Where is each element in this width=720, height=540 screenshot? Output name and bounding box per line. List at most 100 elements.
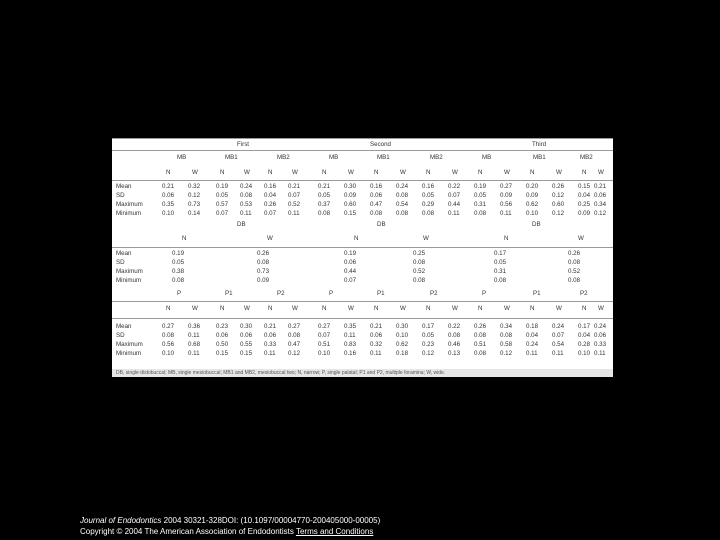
nw-header: W <box>504 305 510 312</box>
nw-header: N <box>426 169 431 176</box>
nw-header: N <box>374 169 379 176</box>
nw-header: W <box>598 169 604 176</box>
journal-name: Journal of Endodontics <box>80 516 162 525</box>
section3-cell: 0.12 <box>288 350 301 357</box>
section1-cell: 0.12 <box>188 192 201 199</box>
canal-header: MB <box>329 154 339 161</box>
section3-cell: 0.11 <box>344 332 356 339</box>
section1-cell: 0.08 <box>474 210 487 217</box>
section3-cell: 0.06 <box>594 332 607 339</box>
section3-cell: 0.50 <box>216 341 229 348</box>
section3-cell: 0.18 <box>526 323 539 330</box>
section3-cell: 0.08 <box>474 332 487 339</box>
section3-cell: 0.54 <box>552 341 565 348</box>
section3-cell: 0.13 <box>448 350 461 357</box>
canal-header: P2 <box>430 290 438 297</box>
section1-cell: 0.24 <box>240 183 253 190</box>
section1-cell: 0.07 <box>288 192 301 199</box>
section3-cell: 0.10 <box>578 350 591 357</box>
table-image: First Second Third MB MB1 MB2 MB MB1 MB2 MB MB1 MB2… <box>112 138 613 377</box>
section3-cell: 0.51 <box>474 341 487 348</box>
section2-cell: 0.08 <box>257 259 270 266</box>
section1-cell: 0.04 <box>578 192 591 199</box>
canal-header: MB <box>482 154 492 161</box>
section1-cell: 0.16 <box>370 183 383 190</box>
nw-header: W <box>244 305 250 312</box>
group-header: First <box>237 141 250 148</box>
section1-row-label: SD <box>116 192 125 199</box>
section2-cell: 0.08 <box>568 277 581 284</box>
section1-cell: 0.04 <box>264 192 277 199</box>
section1-cell: 0.62 <box>526 201 539 208</box>
nw-header: N <box>354 235 359 242</box>
section1-cell: 0.25 <box>578 201 591 208</box>
section2-cell: 0.05 <box>172 259 185 266</box>
section1-cell: 0.10 <box>162 210 175 217</box>
table-footnote-text: DB, single distobuccal; MB, single mesio… <box>116 370 446 376</box>
section2-cell: 0.17 <box>494 250 507 257</box>
nw-header: N <box>220 305 225 312</box>
section1-cell: 0.47 <box>370 201 383 208</box>
section2-cell: 0.38 <box>172 268 185 275</box>
nw-header: N <box>268 305 273 312</box>
section1-cell: 0.60 <box>552 201 565 208</box>
section3-cell: 0.11 <box>370 350 382 357</box>
canal-header: P2 <box>277 290 285 297</box>
section1-cell: 0.09 <box>344 192 357 199</box>
nw-header: W <box>400 169 406 176</box>
nw-header: N <box>426 305 431 312</box>
section1-cell: 0.30 <box>344 183 357 190</box>
section3-cell: 0.04 <box>526 332 539 339</box>
section3-cell: 0.12 <box>422 350 435 357</box>
section1-cell: 0.09 <box>526 192 539 199</box>
nw-header: W <box>244 169 250 176</box>
section3-cell: 0.18 <box>396 350 409 357</box>
section1-row-label: Minimum <box>116 210 142 217</box>
citation: Journal of Endodontics 2004 30321-328DOI… <box>80 515 380 537</box>
section3-cell: 0.24 <box>552 323 565 330</box>
nw-header: W <box>192 305 198 312</box>
section1-cell: 0.12 <box>552 192 565 199</box>
section1-cell: 0.08 <box>396 210 409 217</box>
group-header: Second <box>370 141 391 148</box>
nw-header: W <box>556 169 562 176</box>
section1-cell: 0.24 <box>396 183 409 190</box>
section3-cell: 0.23 <box>216 323 229 330</box>
db-header: DB <box>237 221 246 228</box>
section1-cell: 0.08 <box>422 210 435 217</box>
nw-header: W <box>452 305 458 312</box>
section1-cell: 0.12 <box>594 210 607 217</box>
section1-cell: 0.20 <box>526 183 539 190</box>
section3-cell: 0.21 <box>264 323 277 330</box>
table-rule <box>112 150 613 151</box>
section1-cell: 0.11 <box>500 210 512 217</box>
section3-cell: 0.21 <box>370 323 383 330</box>
section3-cell: 0.51 <box>318 341 331 348</box>
section3-cell: 0.56 <box>162 341 175 348</box>
db-header: DB <box>532 221 541 228</box>
nw-header: W <box>504 169 510 176</box>
canal-header: P2 <box>580 290 588 297</box>
nw-header: W <box>452 169 458 176</box>
terms-and-conditions-link[interactable]: Terms and Conditions <box>295 527 374 536</box>
section1-cell: 0.08 <box>240 192 253 199</box>
nw-header: W <box>348 305 354 312</box>
section3-cell: 0.36 <box>188 323 201 330</box>
section2-cell: 0.05 <box>494 259 507 266</box>
nw-header: W <box>598 305 604 312</box>
section1-cell: 0.16 <box>422 183 435 190</box>
section1-cell: 0.60 <box>344 201 357 208</box>
canal-header: MB2 <box>580 154 593 161</box>
section1-cell: 0.07 <box>448 192 461 199</box>
section3-cell: 0.10 <box>162 350 175 357</box>
section3-cell: 0.08 <box>288 332 301 339</box>
section3-cell: 0.24 <box>526 341 539 348</box>
section1-cell: 0.06 <box>370 192 383 199</box>
section2-cell: 0.08 <box>172 277 185 284</box>
section3-cell: 0.06 <box>240 332 253 339</box>
section1-cell: 0.19 <box>474 183 487 190</box>
section2-cell: 0.07 <box>344 277 357 284</box>
section3-cell: 0.68 <box>188 341 201 348</box>
group-header: Third <box>532 141 547 148</box>
